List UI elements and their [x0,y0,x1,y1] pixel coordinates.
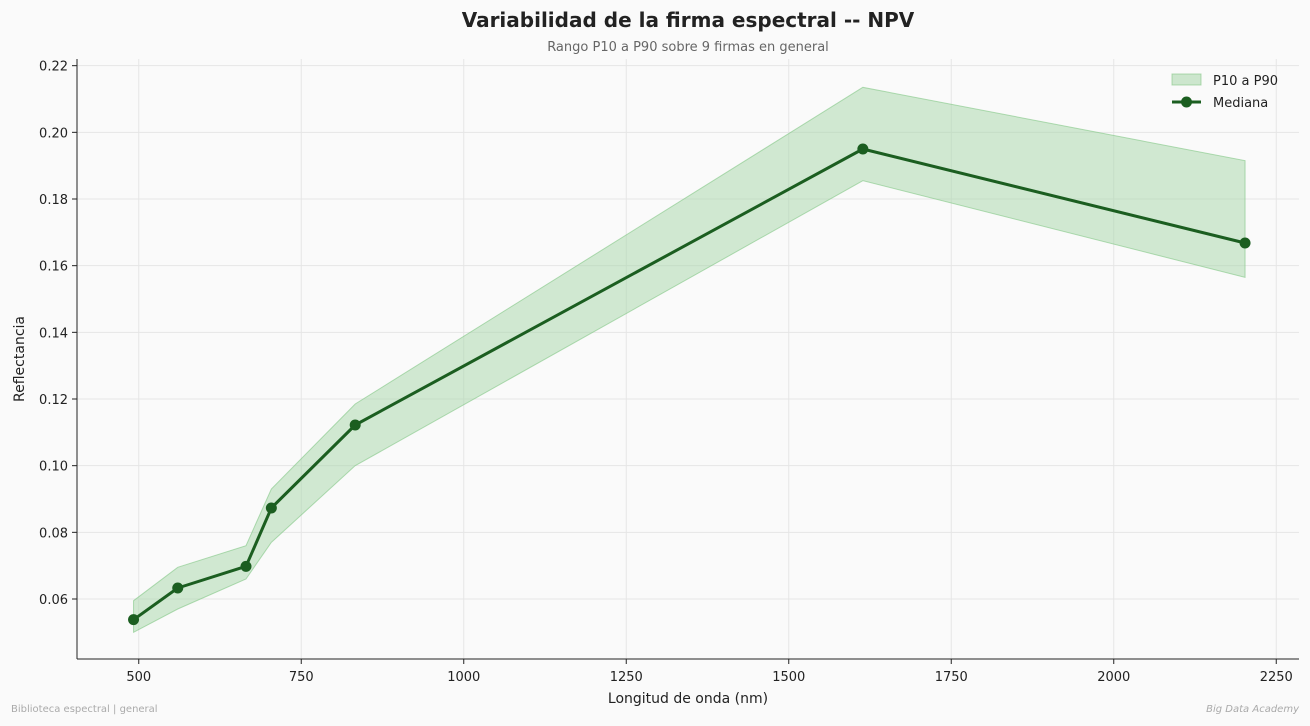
footer-brand: Big Data Academy [1206,704,1299,715]
y-tick-label: 0.18 [39,193,68,208]
y-tick-label: 0.20 [39,126,68,141]
chart-title: Variabilidad de la firma espectral -- NP… [461,8,915,32]
y-tick-label: 0.22 [39,60,68,75]
p10-p90-band [133,86,1246,634]
median-point [265,502,277,514]
y-tick-label: 0.08 [39,526,68,541]
x-tick-label: 1750 [935,670,968,685]
footer-source: Biblioteca espectral | general [11,704,158,715]
chart-subtitle: Rango P10 a P90 sobre 9 firmas en genera… [547,40,829,55]
x-tick-label: 750 [289,670,314,685]
band-layer [133,86,1246,634]
median-point [857,143,869,155]
x-tick-label: 2000 [1097,670,1130,685]
legend-median-marker [1181,96,1192,108]
median-point [240,560,252,572]
y-tick-label: 0.12 [39,393,68,408]
x-tick-label: 1250 [610,670,643,685]
x-tick-label: 1000 [447,670,480,685]
legend-band-swatch [1171,73,1202,86]
legend: P10 a P90 Mediana [1171,73,1278,111]
median-point [1239,237,1251,249]
ticks: 500 750 1000 1250 1500 1750 2000 2250 0.06 0.08 0.… [39,60,1293,685]
y-tick-label: 0.06 [39,593,68,608]
axes [76,59,1299,660]
x-tick-label: 2250 [1260,670,1293,685]
median-line-layer [128,143,1251,626]
legend-median-label: Mediana [1213,96,1268,111]
x-axis-label: Longitud de onda (nm) [608,691,768,707]
x-tick-label: 500 [126,670,151,685]
y-tick-label: 0.10 [39,460,68,475]
y-tick-label: 0.16 [39,260,68,275]
y-axis-label: Reflectancia [12,316,28,402]
median-point [349,419,361,431]
median-point [172,582,184,594]
legend-band-label: P10 a P90 [1213,74,1278,89]
x-tick-label: 1500 [772,670,805,685]
y-tick-label: 0.14 [39,326,68,341]
median-point [128,614,140,626]
